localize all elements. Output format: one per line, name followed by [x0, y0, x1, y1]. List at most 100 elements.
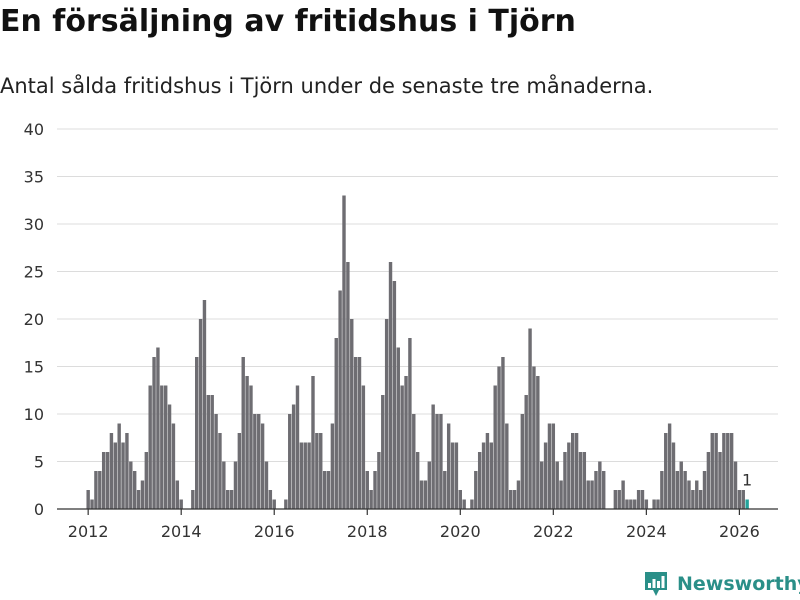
- newsworthy-chart-bubble-icon: [645, 572, 667, 596]
- bar-2025-06: [710, 433, 714, 509]
- bar-2014-07: [202, 300, 207, 509]
- bar-2018-12: [408, 338, 412, 509]
- bar-2012-06: [105, 452, 110, 509]
- bar-2024-01: [644, 499, 649, 509]
- bar-2015-04: [237, 433, 242, 509]
- bar-2012-10: [121, 442, 125, 509]
- bar-2016-11: [311, 376, 315, 509]
- bar-2014-05: [195, 357, 199, 509]
- bar-2025-11: [729, 433, 734, 509]
- bar-2018-11: [404, 376, 408, 509]
- bar-2023-07: [621, 480, 625, 509]
- bar-2012-11: [125, 433, 129, 509]
- bar-2025-05: [706, 452, 711, 509]
- bar-2012-04: [98, 471, 102, 509]
- bar-2016-12: [315, 433, 319, 509]
- bar-2017-03: [326, 471, 331, 509]
- bar-2019-05: [427, 461, 431, 509]
- bar-2021-02: [508, 490, 513, 509]
- chart-title: En försäljning av fritidshus i Tjörn: [0, 4, 576, 39]
- bar-2015-10: [260, 423, 265, 509]
- bar-2022-06: [571, 433, 575, 509]
- logo-bar-3: [657, 581, 660, 588]
- bar-2013-02: [136, 490, 141, 509]
- bar-2015-02: [229, 490, 234, 509]
- bar-2019-06: [431, 404, 435, 509]
- bar-2018-06: [384, 319, 389, 509]
- bar-2021-06: [524, 395, 528, 509]
- newsworthy-logo: Newsworthy: [644, 570, 800, 598]
- bar-2021-08: [532, 366, 536, 509]
- bar-2018-07: [388, 262, 393, 509]
- x-axis-tick-labels: 2012 2014 2016 2018 2020 2022 2024 2026: [68, 522, 760, 541]
- y-tick-label-40: 40: [24, 120, 44, 139]
- bar-2016-08: [299, 442, 304, 509]
- bar-2023-01: [598, 461, 602, 509]
- bar-2012-08: [113, 442, 117, 509]
- bar-2020-01: [458, 490, 462, 509]
- bar-2021-10: [539, 461, 544, 509]
- bar-2013-08: [160, 385, 164, 509]
- bar-2020-12: [501, 357, 505, 509]
- bar-2017-01: [319, 433, 323, 509]
- bar-2019-08: [439, 414, 443, 509]
- x-axis: [57, 508, 778, 515]
- x-tick-label-2016: 2016: [254, 522, 295, 541]
- bar-2017-02: [322, 471, 327, 509]
- bar-2019-03: [419, 480, 424, 509]
- bar-2020-05: [474, 471, 478, 509]
- bar-2017-05: [334, 338, 338, 509]
- bar-2021-07: [528, 328, 532, 509]
- bar-2025-08: [718, 452, 722, 509]
- bar-2021-09: [536, 376, 540, 509]
- bar-2017-06: [338, 290, 342, 509]
- bar-2021-11: [543, 442, 548, 509]
- x-tick-label-2022: 2022: [533, 522, 574, 541]
- y-tick-label-0: 0: [34, 500, 44, 519]
- bar-2023-09: [629, 499, 633, 509]
- bar-2026-02: [741, 490, 745, 509]
- annotations: 1: [742, 471, 752, 490]
- bar-2018-05: [381, 395, 385, 509]
- bar-2016-07: [295, 385, 300, 509]
- bar-2017-07: [342, 195, 346, 509]
- bar-2025-02: [695, 480, 699, 509]
- bar-2024-10: [679, 461, 683, 509]
- bar-2024-07: [667, 423, 672, 509]
- bar-2019-07: [435, 414, 439, 509]
- bar-2015-11: [264, 461, 269, 509]
- bar-2013-10: [167, 404, 172, 509]
- bar-2022-08: [578, 452, 583, 509]
- bar-2017-10: [353, 357, 358, 509]
- y-tick-label-30: 30: [24, 215, 44, 234]
- bar-2025-01: [691, 490, 695, 509]
- logo-bar-4: [661, 576, 665, 588]
- logo-bar-1: [648, 583, 651, 588]
- bar-2025-09: [722, 433, 726, 509]
- bar-2023-08: [625, 499, 629, 509]
- y-tick-label-15: 15: [24, 358, 44, 377]
- bar-2012-07: [109, 433, 114, 509]
- bar-2012-01: [86, 490, 90, 509]
- bar-2017-12: [361, 385, 366, 509]
- bars: [86, 195, 749, 509]
- bar-2022-05: [567, 442, 571, 509]
- bar-2015-12: [268, 490, 273, 509]
- y-tick-label-35: 35: [24, 168, 44, 187]
- bar-2019-12: [454, 442, 459, 509]
- x-tick-label-2014: 2014: [161, 522, 202, 541]
- bar-2012-02: [90, 499, 94, 509]
- bar-2024-06: [664, 433, 668, 509]
- bar-2021-05: [520, 414, 525, 509]
- bar-2014-06: [198, 319, 203, 509]
- bar-2017-08: [346, 262, 350, 509]
- bar-2015-07: [249, 385, 253, 509]
- x-tick-label-2012: 2012: [68, 522, 109, 541]
- chart-subtitle: Antal sålda fritidshus i Tjörn under de …: [0, 74, 654, 98]
- bar-2013-12: [175, 480, 180, 509]
- x-tick-label-2026: 2026: [719, 522, 760, 541]
- bar-2016-04: [284, 499, 288, 509]
- logo-text: Newsworthy: [677, 573, 800, 595]
- bar-2018-10: [400, 385, 404, 509]
- bar-2024-12: [687, 480, 691, 509]
